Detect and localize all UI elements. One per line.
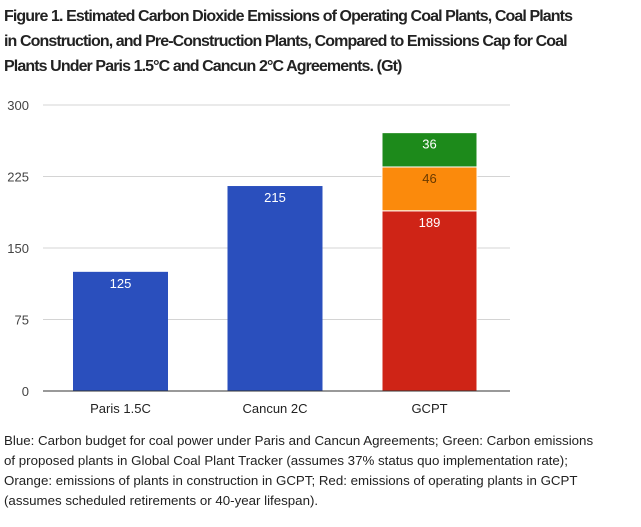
- x-tick-label: Paris 1.5C: [90, 401, 151, 416]
- data-label: 215: [264, 190, 286, 205]
- title-line: Figure 1. Estimated Carbon Dioxide Emiss…: [4, 8, 573, 25]
- caption-line: Orange: emissions of plants in construct…: [4, 473, 578, 488]
- y-tick-label: 225: [7, 170, 29, 185]
- bar-segment: [381, 210, 478, 392]
- caption-line: (assumes scheduled retirements or 40-yea…: [4, 493, 319, 508]
- y-tick-label: 0: [22, 384, 29, 399]
- bar-segment: [381, 132, 478, 168]
- y-tick-label: 300: [7, 98, 29, 113]
- bar-segment: [73, 271, 168, 391]
- y-tick-label: 75: [15, 313, 29, 328]
- x-tick-label: Cancun 2C: [242, 401, 307, 416]
- bar-segment: [227, 186, 323, 391]
- data-label: 46: [422, 171, 436, 186]
- data-label: 125: [110, 276, 132, 291]
- chart-caption: Blue: Carbon budget for coal power under…: [4, 431, 593, 511]
- y-tick-label: 150: [7, 241, 29, 256]
- data-label: 36: [422, 137, 436, 152]
- chart-title: Figure 1. Estimated Carbon Dioxide Emiss…: [4, 4, 573, 79]
- bar-segment: [381, 166, 478, 212]
- caption-line: Blue: Carbon budget for coal power under…: [4, 433, 594, 448]
- bar-chart: 0 75 150 225 300 125 215 189 46 36 Paris 1.5C Cancu…: [7, 98, 510, 416]
- caption-line: of proposed plants in Global Coal Plant …: [4, 453, 568, 468]
- title-line: Plants Under Paris 1.5°C and Cancun 2°C …: [4, 58, 402, 75]
- x-tick-label: GCPT: [411, 401, 447, 416]
- data-label: 189: [419, 215, 441, 230]
- title-line: in Construction, and Pre-Construction Pl…: [4, 33, 568, 50]
